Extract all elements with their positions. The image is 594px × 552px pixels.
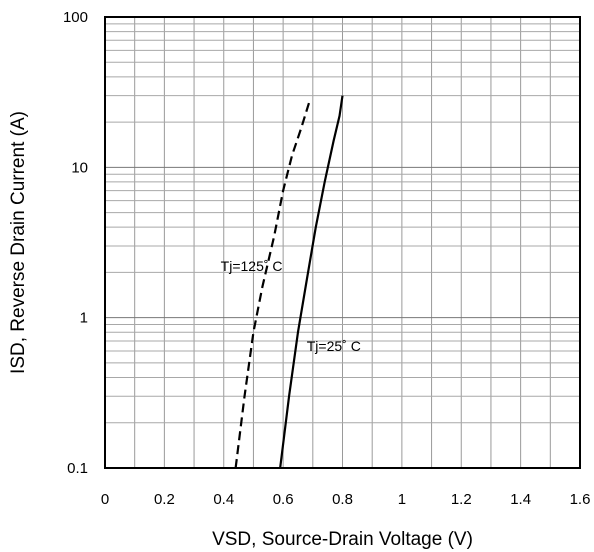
y-tick-label: 0.1	[67, 460, 88, 477]
plot-frame	[104, 16, 581, 469]
series-line-tj25	[279, 95, 344, 469]
y-tick-labels: 0.1 1 10 100	[63, 9, 88, 477]
y-tick-label: 1	[80, 310, 88, 327]
series-annotation: Tj=25˚ C	[307, 338, 361, 354]
x-tick-label: 0.2	[154, 491, 175, 508]
x-tick-labels: 0 0.2 0.4 0.6 0.8 1 1.2 1.4 1.6	[101, 491, 591, 508]
x-tick-label: 0.8	[332, 491, 353, 508]
y-tick-label: 100	[63, 9, 88, 26]
x-tick-label: 1.6	[570, 491, 591, 508]
x-tick-label: 0.6	[273, 491, 294, 508]
x-axis-label: VSD, Source-Drain Voltage (V)	[212, 529, 473, 550]
x-tick-label: 1	[398, 491, 406, 508]
x-tick-label: 1.4	[510, 491, 531, 508]
y-tick-label: 10	[71, 159, 88, 176]
series-annotation: Tj=125˚ C	[221, 258, 283, 274]
annotations: Tj=125˚ C Tj=25˚ C	[221, 258, 361, 354]
y-axis-label: ISD, Reverse Drain Current (A)	[8, 111, 29, 374]
series-line-tj125	[234, 99, 311, 469]
series-layer	[234, 95, 344, 469]
x-tick-label: 0	[101, 491, 109, 508]
x-tick-label: 1.2	[451, 491, 472, 508]
x-tick-label: 0.4	[213, 491, 234, 508]
grid	[105, 17, 580, 468]
